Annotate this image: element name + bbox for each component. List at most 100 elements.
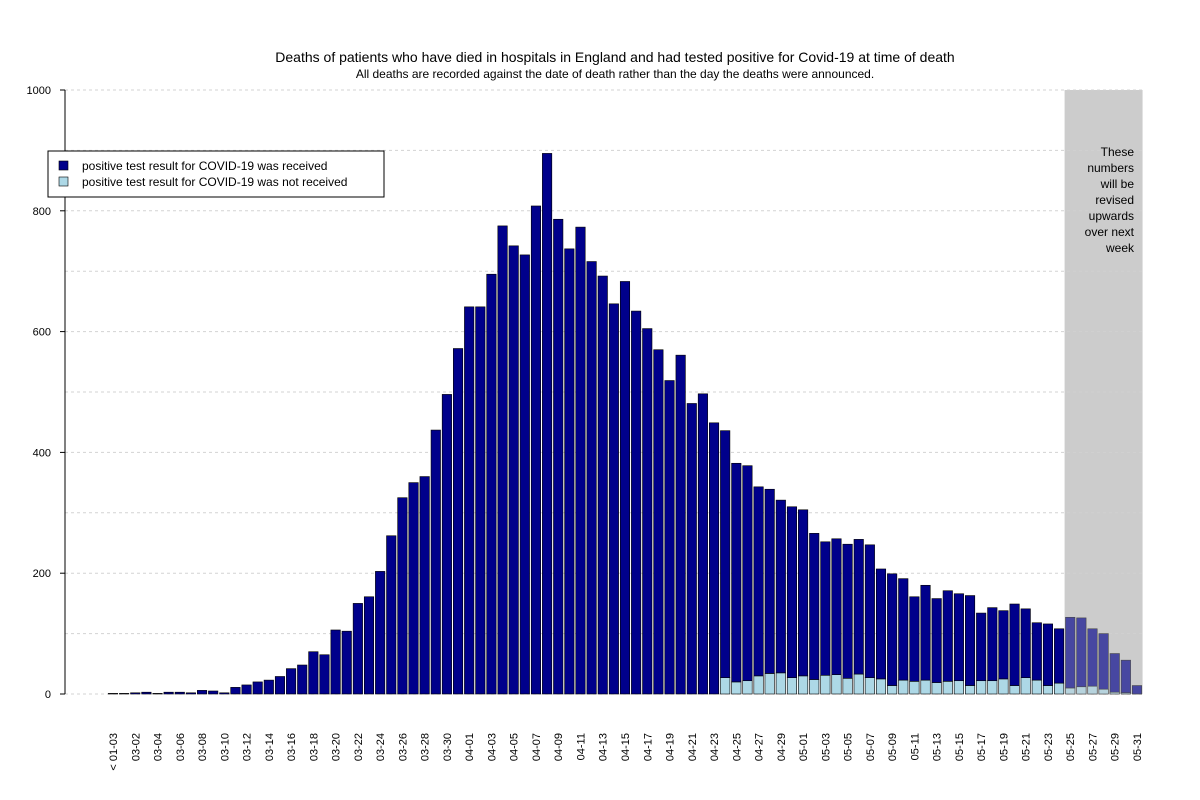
x-tick-label: 04-05	[509, 733, 521, 761]
bar-segment	[553, 218, 564, 695]
x-tick-label: 04-13	[598, 733, 610, 761]
bar-segment	[1087, 628, 1098, 687]
bar-segment	[798, 675, 809, 695]
x-tick-label: 05-21	[1021, 733, 1033, 761]
x-tick-label: 03-06	[175, 733, 187, 761]
bar-segment	[185, 692, 196, 695]
bar-segment	[976, 680, 987, 695]
y-tick-label: 1000	[27, 85, 51, 97]
bar-segment	[1031, 622, 1042, 681]
bar-segment	[664, 380, 675, 695]
bar-segment	[864, 677, 875, 695]
x-tick-label: 04-01	[464, 733, 476, 761]
bar-segment	[208, 690, 219, 695]
bar-segment	[731, 681, 742, 695]
bar-segment	[274, 676, 285, 695]
bar-segment	[397, 497, 408, 695]
bar-segment	[809, 533, 820, 680]
annotation-text: will be	[1100, 177, 1135, 191]
x-tick-label: 05-17	[976, 733, 988, 761]
bar-segment	[642, 328, 653, 695]
bar-segment	[197, 690, 208, 695]
bar-segment	[608, 303, 619, 695]
annotation-text: upwards	[1089, 209, 1134, 223]
bar-segment	[152, 693, 163, 695]
x-tick-label: 05-13	[932, 733, 944, 761]
x-tick-label: 03-28	[420, 733, 432, 761]
x-tick-label: 05-29	[1110, 733, 1122, 761]
bar-segment	[775, 672, 786, 695]
bar-segment	[853, 673, 864, 695]
bar-segment	[631, 310, 642, 695]
bar-segment	[987, 607, 998, 682]
bar-segment	[798, 509, 809, 677]
bar-segment	[453, 348, 464, 695]
x-tick-label: 05-09	[887, 733, 899, 761]
bar-segment	[1020, 608, 1031, 678]
chart-title: Deaths of patients who have died in hosp…	[275, 49, 954, 65]
bar-segment	[809, 679, 820, 695]
bar-segment	[530, 205, 541, 695]
bar-segment	[786, 506, 797, 678]
x-tick-label: 05-11	[909, 733, 921, 760]
x-tick-label: 03-22	[353, 733, 365, 761]
bar-segment	[1054, 628, 1065, 684]
bar-segment	[1009, 603, 1020, 686]
bar-segment	[586, 261, 597, 695]
x-tick-label: 04-11	[575, 733, 587, 760]
x-tick-label: 04-25	[731, 733, 743, 761]
bar-segment	[1020, 677, 1031, 695]
x-tick-label: 04-09	[553, 733, 565, 761]
bar-segment	[375, 571, 386, 695]
bar-segment	[731, 462, 742, 683]
bar-segment	[341, 630, 352, 695]
bar-segment	[1042, 623, 1053, 686]
bar-segment	[219, 692, 230, 695]
bar-segment	[419, 476, 430, 695]
bar-segment	[998, 678, 1009, 695]
bar-segment	[753, 675, 764, 695]
bar-segment	[119, 693, 130, 695]
x-tick-label: 05-03	[820, 733, 832, 761]
bar-segment	[575, 226, 586, 695]
x-tick-label: 04-17	[642, 733, 654, 761]
x-tick-label: 04-07	[531, 733, 543, 761]
x-tick-label: 03-16	[286, 733, 298, 761]
bar-segment	[319, 654, 330, 695]
bar-segment	[352, 603, 363, 695]
bar-segment	[920, 679, 931, 695]
bar-segment	[764, 488, 775, 674]
bar-segment	[875, 678, 887, 695]
bar-segment	[1042, 685, 1053, 695]
bar-segment	[831, 674, 842, 695]
bar-segment	[597, 275, 608, 695]
bar-segment	[720, 430, 731, 678]
x-tick-label: 03-18	[308, 733, 320, 761]
bar-segment	[1131, 685, 1143, 695]
annotation-text: These	[1101, 145, 1135, 159]
bar-segment	[363, 596, 375, 695]
legend-label: positive test result for COVID-19 was re…	[82, 159, 327, 173]
bar-segment	[263, 679, 274, 695]
x-tick-label: 03-08	[197, 733, 209, 761]
x-tick-label: < 01-03	[108, 733, 120, 771]
y-tick-label: 0	[45, 689, 51, 701]
x-tick-label: 03-30	[442, 733, 454, 761]
bar-segment	[141, 691, 152, 695]
bar-segment	[920, 584, 931, 681]
bar-segment	[230, 687, 241, 695]
x-tick-label: 04-21	[687, 733, 699, 761]
bar-segment	[953, 593, 964, 682]
x-tick-label: 03-02	[130, 733, 142, 761]
bar-segment	[107, 693, 119, 695]
bar-segment	[887, 573, 898, 686]
x-tick-label: 05-31	[1132, 733, 1144, 761]
bar-segment	[542, 153, 553, 695]
bar-segment	[909, 596, 920, 682]
bar-segment	[786, 677, 797, 695]
x-tick-label: 03-24	[375, 733, 387, 761]
bar-segment	[1031, 679, 1042, 695]
x-tick-label: 05-19	[998, 733, 1010, 761]
bar-segment	[241, 684, 252, 695]
